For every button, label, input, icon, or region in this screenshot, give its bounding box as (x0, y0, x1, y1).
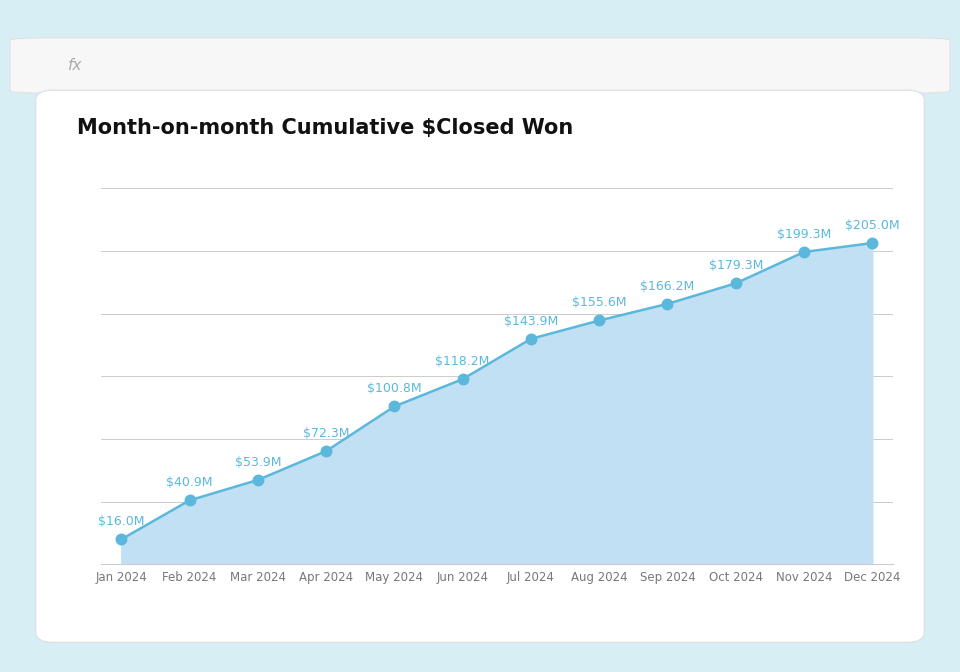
Text: fx: fx (68, 58, 83, 73)
Point (251, 474, 266, 485)
Point (113, 534, 129, 545)
Point (455, 374, 470, 384)
Text: $179.3M: $179.3M (708, 259, 763, 272)
Text: $155.6M: $155.6M (572, 296, 627, 309)
Point (797, 247, 812, 257)
Text: $72.3M: $72.3M (302, 427, 349, 440)
Point (865, 238, 880, 249)
Text: $40.9M: $40.9M (166, 476, 213, 489)
Text: $118.2M: $118.2M (436, 355, 490, 368)
Text: $205.0M: $205.0M (845, 219, 900, 232)
FancyBboxPatch shape (10, 38, 950, 93)
Point (387, 401, 402, 412)
Point (728, 278, 743, 289)
Point (319, 446, 334, 456)
Point (660, 298, 675, 309)
FancyBboxPatch shape (36, 90, 924, 642)
Text: $16.0M: $16.0M (98, 515, 145, 528)
Text: Month-on-month Cumulative $Closed Won: Month-on-month Cumulative $Closed Won (77, 118, 573, 138)
Text: $53.9M: $53.9M (234, 456, 281, 469)
Point (181, 495, 197, 506)
Point (523, 333, 539, 344)
Text: $100.8M: $100.8M (367, 382, 421, 395)
Text: $143.9M: $143.9M (504, 314, 558, 328)
Text: $166.2M: $166.2M (640, 280, 695, 293)
Text: $199.3M: $199.3M (777, 228, 831, 241)
Point (591, 315, 607, 326)
